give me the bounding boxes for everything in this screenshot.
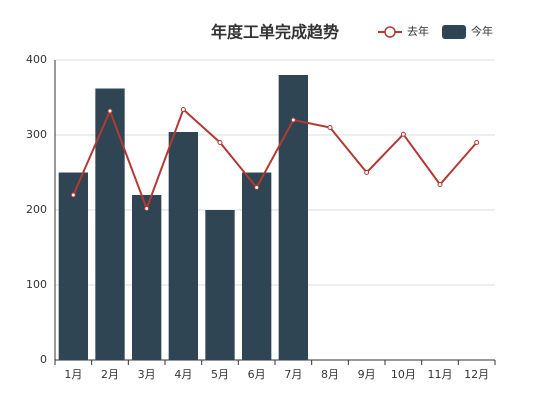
point <box>364 170 370 175</box>
x-tick-label: 12月 <box>464 368 489 381</box>
legend-point <box>384 26 396 38</box>
y-tick-label: 400 <box>26 53 47 66</box>
x-tick-label: 4月 <box>174 368 192 381</box>
x-tick-label: 2月 <box>101 368 119 381</box>
point <box>217 140 223 145</box>
point <box>144 206 150 211</box>
legend-label: 去年 <box>407 24 429 38</box>
point <box>400 131 406 137</box>
x-tick-label: 6月 <box>248 368 266 381</box>
bar <box>58 172 88 360</box>
legend-label: 今年 <box>471 24 493 38</box>
point <box>254 185 260 190</box>
point <box>437 182 443 187</box>
y-tick-label: 0 <box>40 353 47 366</box>
point <box>290 117 296 123</box>
x-tick-label: 8月 <box>321 368 339 381</box>
point <box>180 107 186 112</box>
x-tick-label: 11月 <box>428 368 453 381</box>
x-tick-label: 3月 <box>138 368 156 381</box>
x-tick-label: 10月 <box>391 368 416 381</box>
bar <box>242 172 272 360</box>
legend-swatch <box>442 25 466 39</box>
x-tick-label: 7月 <box>284 368 302 381</box>
y-tick-label: 100 <box>26 278 47 291</box>
bar <box>205 210 235 360</box>
bar <box>132 195 162 360</box>
bar <box>168 132 198 360</box>
x-tick-label: 1月 <box>64 368 82 381</box>
point <box>474 140 480 145</box>
x-tick-label: 5月 <box>211 368 229 381</box>
point <box>327 125 333 130</box>
chart-title: 年度工单完成趋势 <box>211 23 339 42</box>
x-tick-label: 9月 <box>358 368 376 381</box>
y-tick-label: 200 <box>26 203 47 216</box>
point <box>70 192 76 198</box>
line <box>72 107 478 212</box>
y-tick-label: 300 <box>26 128 47 141</box>
bar <box>95 88 125 360</box>
point <box>107 108 113 114</box>
